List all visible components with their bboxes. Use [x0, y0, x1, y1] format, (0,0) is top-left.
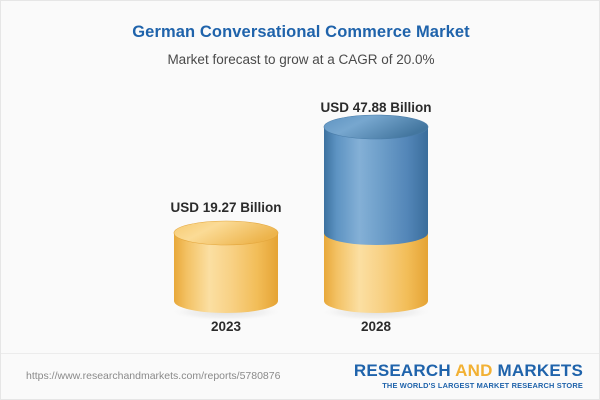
brand-logo-word-research: RESEARCH — [353, 361, 451, 380]
report-url[interactable]: https://www.researchandmarkets.com/repor… — [26, 370, 281, 382]
chart-subtitle: Market forecast to grow at a CAGR of 20.… — [167, 52, 435, 67]
chart-footer: https://www.researchandmarkets.com/repor… — [1, 353, 599, 399]
bar-2023-top-cap — [173, 220, 279, 246]
brand-logo-tagline: THE WORLD'S LARGEST MARKET RESEARCH STOR… — [382, 381, 583, 390]
x-axis-label-2028: 2028 — [360, 319, 392, 334]
bar-2023 — [168, 220, 284, 321]
bar-2028-top-cap — [323, 114, 429, 140]
value-label-2028: USD 47.88 Billion — [320, 100, 432, 115]
bar-2028-top-segment — [324, 127, 428, 245]
x-axis-label-2023: 2023 — [210, 319, 242, 334]
bar-2023-body — [174, 233, 278, 313]
brand-logo-word-and: AND — [455, 361, 493, 380]
value-label-2023: USD 19.27 Billion — [170, 200, 282, 215]
bar-2028 — [318, 114, 434, 321]
bar-2028-base-segment — [324, 233, 428, 313]
chart-title: German Conversational Commerce Market — [132, 23, 470, 41]
chart-plot-area: USD 19.27 Billion USD 47.88 Billion 2023… — [1, 1, 599, 353]
brand-logo-wordmark: RESEARCH AND MARKETS — [354, 362, 583, 379]
brand-logo-word-markets: MARKETS — [497, 361, 583, 380]
brand-logo: RESEARCH AND MARKETS THE WORLD'S LARGEST… — [354, 362, 583, 389]
cylinder-bars-svg — [168, 114, 434, 321]
